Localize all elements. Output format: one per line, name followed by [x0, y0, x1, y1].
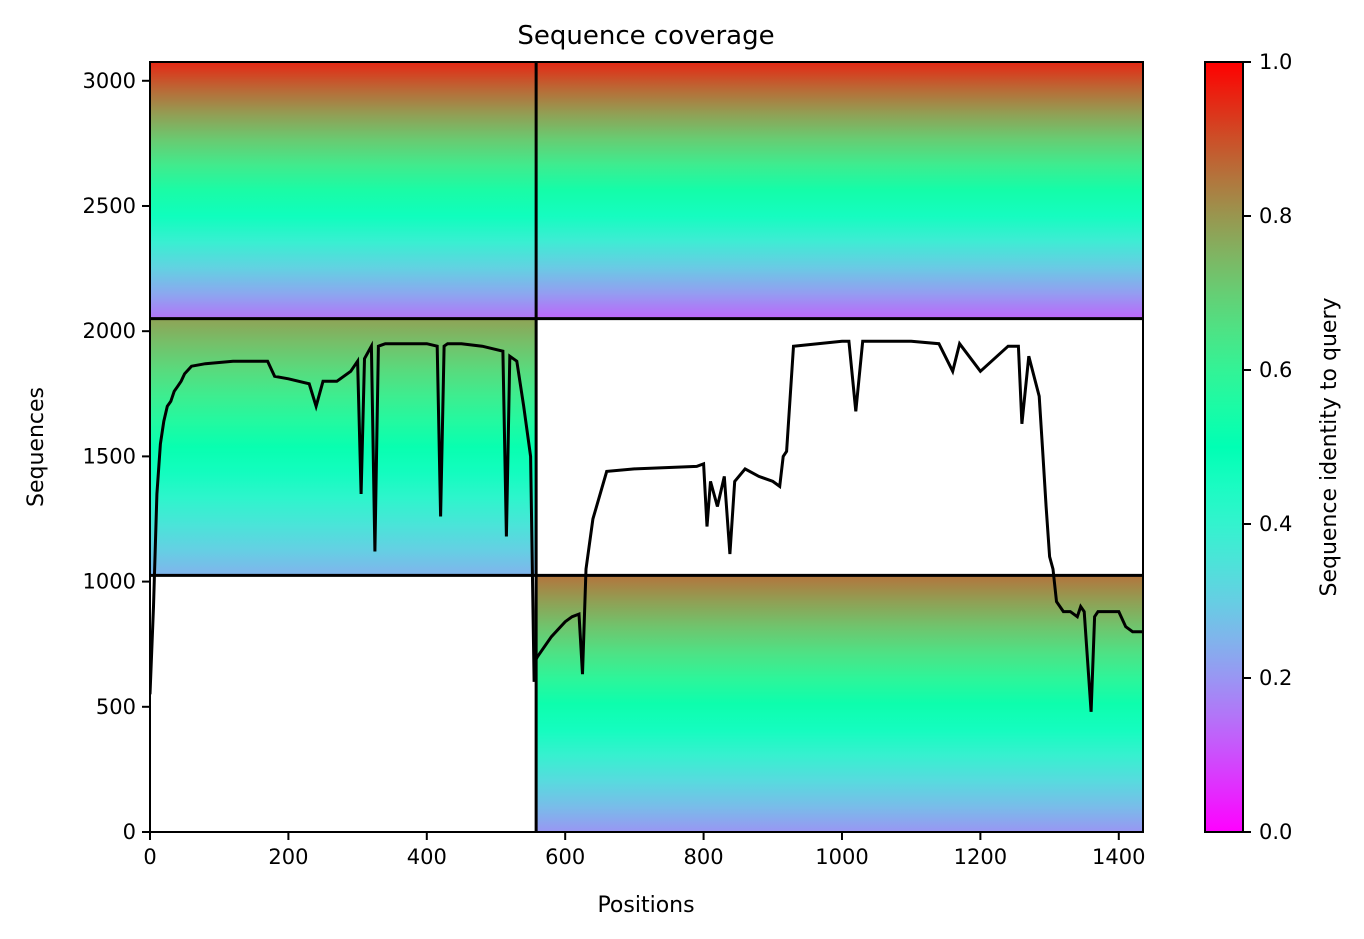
y-tick-label: 2000	[83, 319, 136, 343]
colorbar-tick-label: 0.0	[1259, 820, 1292, 844]
x-tick-label: 400	[407, 845, 447, 869]
chart-title: Sequence coverage	[517, 21, 774, 51]
x-tick-label: 0	[143, 845, 156, 869]
y-tick-label: 2500	[83, 194, 136, 218]
section-dividers	[150, 62, 1143, 832]
y-tick-label: 0	[123, 820, 136, 844]
coverage-heatmap	[150, 62, 1143, 832]
colorbar-tick-label: 0.6	[1259, 358, 1292, 382]
y-tick-label: 500	[96, 695, 136, 719]
x-tick-label: 200	[268, 845, 308, 869]
heatmap-block-middle-left	[150, 318, 537, 576]
x-tick-label: 1000	[815, 845, 868, 869]
y-axis-label: Sequences	[24, 387, 49, 507]
y-tick-label: 1500	[83, 444, 136, 468]
x-axis-label: Positions	[597, 893, 694, 918]
y-axis: 0 500 1000 1500 2000 2500 3000	[83, 69, 150, 844]
plot-frame	[149, 61, 1144, 833]
colorbar-ticks: 0.0 0.2 0.4 0.6 0.8 1.0	[1243, 50, 1292, 844]
x-tick-label: 800	[684, 845, 724, 869]
x-tick-label: 1400	[1092, 845, 1145, 869]
colorbar-label: Sequence identity to query	[1317, 297, 1342, 596]
y-tick-label: 3000	[83, 69, 136, 93]
colorbar-tick-label: 0.4	[1259, 512, 1292, 536]
heatmap-block-top-left	[150, 62, 537, 319]
heatmap-block-top-right	[536, 62, 1143, 319]
coverage-line	[150, 339, 1143, 712]
y-tick-label: 1000	[83, 570, 136, 594]
x-axis: 0 200 400 600 800 1000 1200 1400	[143, 832, 1146, 869]
heatmap-block-bottom-right	[536, 575, 1143, 832]
colorbar-tick-label: 1.0	[1259, 50, 1292, 74]
colorbar-tick-label: 0.2	[1259, 666, 1292, 690]
x-tick-label: 1200	[954, 845, 1007, 869]
colorbar	[1204, 61, 1244, 833]
colorbar-tick-label: 0.8	[1259, 204, 1292, 228]
x-tick-label: 600	[545, 845, 585, 869]
